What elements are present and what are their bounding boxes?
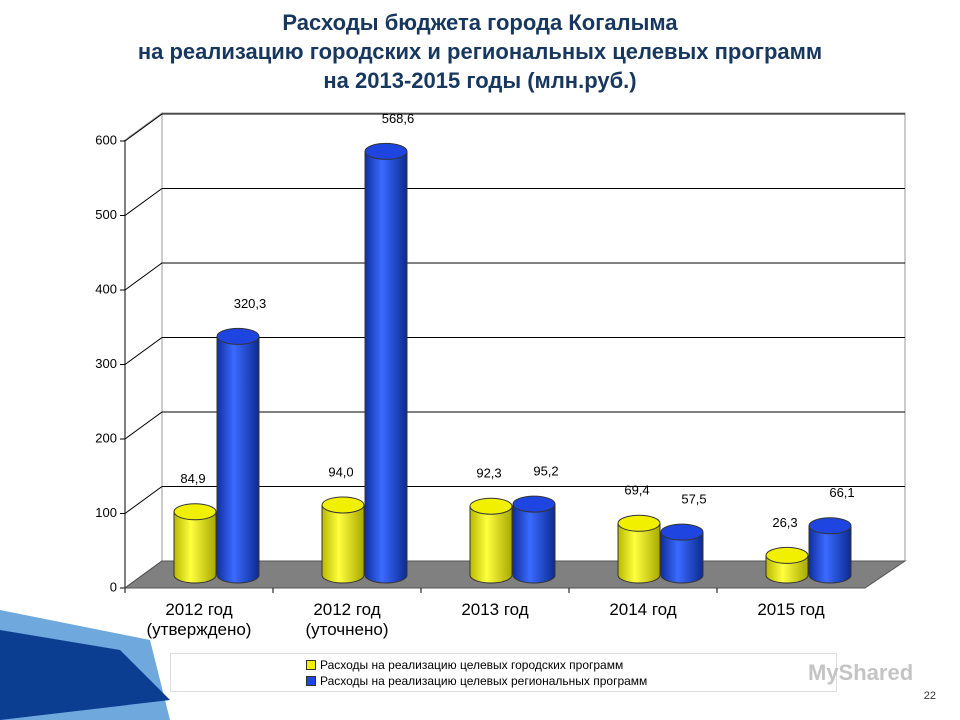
y-tick-label: 500 <box>95 207 117 222</box>
bar <box>217 336 259 575</box>
cylinder-top <box>364 142 408 160</box>
cylinder-top <box>512 495 556 513</box>
legend-label: Расходы на реализацию целевых региональн… <box>320 674 648 688</box>
cylinder-top <box>469 497 513 515</box>
value-label: 84,9 <box>180 471 205 486</box>
y-tick-label: 100 <box>95 505 117 520</box>
grid-line <box>124 411 905 440</box>
watermark: MyShared <box>808 660 914 685</box>
x-tick-label: 2014 год <box>609 600 677 619</box>
x-tick-label: 2012 год (уточнено) <box>305 600 389 639</box>
decoration <box>0 630 170 720</box>
value-label: 57,5 <box>681 492 706 507</box>
legend-entry: Расходы на реализацию целевых городских … <box>306 658 623 672</box>
cylinder-top <box>216 327 260 345</box>
bar <box>513 504 555 575</box>
grid-line <box>124 262 905 291</box>
value-label: 568,6 <box>382 111 415 126</box>
y-tick-label: 600 <box>95 132 117 147</box>
legend-swatch <box>306 660 316 670</box>
value-label: 26,3 <box>772 515 797 530</box>
x-tick-label: 2013 год <box>461 600 529 619</box>
legend-label: Расходы на реализацию целевых городских … <box>320 658 624 672</box>
grid-line <box>124 337 905 365</box>
value-label: 69,4 <box>624 483 649 498</box>
x-tick-label: 2015 год <box>757 600 825 619</box>
value-label: 94,0 <box>328 464 353 479</box>
value-label: 92,3 <box>476 466 501 481</box>
x-tick-label: 2012 год (утверждено) <box>146 600 252 639</box>
y-tick-label: 300 <box>95 356 117 371</box>
y-tick-label: 200 <box>95 430 117 445</box>
title: Расходы бюджета города Когалыма на реали… <box>137 10 823 93</box>
grid-line <box>124 486 905 514</box>
slide-number: 22 <box>923 690 936 702</box>
legend: Расходы на реализацию целевых городских … <box>170 653 837 692</box>
bar <box>618 523 660 575</box>
bar <box>322 504 364 575</box>
grid-line <box>124 188 905 216</box>
legend-swatch <box>306 676 316 686</box>
cylinder-top <box>808 517 852 535</box>
y-tick-label: 0 <box>110 579 117 594</box>
cylinder-top <box>765 546 809 564</box>
legend-entry: Расходы на реализацию целевых региональн… <box>306 674 647 688</box>
bar <box>470 506 512 575</box>
value-label: 66,1 <box>829 485 854 500</box>
value-label: 95,2 <box>533 464 558 479</box>
grid-line <box>124 113 905 142</box>
y-tick-label: 400 <box>95 281 117 296</box>
cylinder-top <box>321 496 365 514</box>
bar <box>174 511 216 575</box>
cylinder-top <box>660 523 704 541</box>
cylinder-top <box>617 514 661 532</box>
value-label: 320,3 <box>234 296 267 311</box>
cylinder-top <box>173 503 217 521</box>
bar <box>365 151 407 575</box>
